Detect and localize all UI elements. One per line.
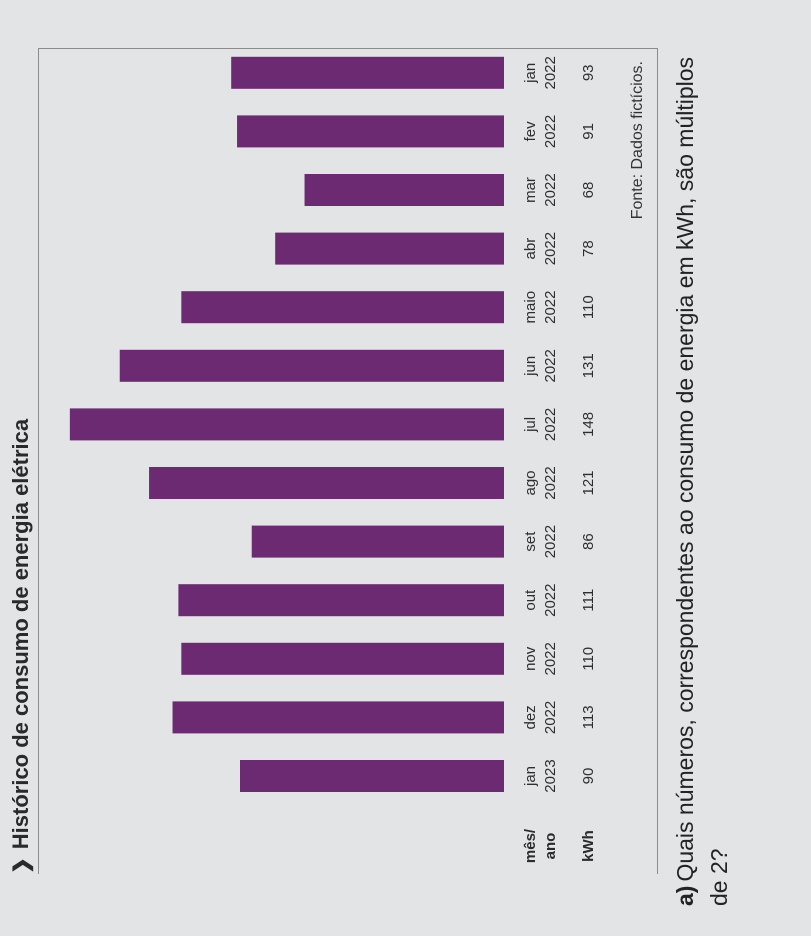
tick-label-year: 2022 [542,56,559,89]
bar [181,291,504,324]
chart-title-row: ❯ Histórico de consumo de energia elétric… [8,419,34,874]
row-label-kwh: kWh [580,830,597,862]
data-label: 78 [580,240,597,257]
bar [240,760,504,792]
bar [275,232,504,265]
bar [69,408,504,441]
bar [119,349,504,382]
source-note: Fonte: Dados fictícios. [629,61,646,220]
data-label: 110 [580,647,597,671]
tick-label-year: 2022 [542,173,559,206]
tick-label-year: 2022 [542,525,559,558]
data-label: 110 [580,295,597,319]
tick-label-month: jul [522,417,539,433]
bar [304,174,504,206]
bar [178,584,504,617]
tick-label-month: mar [522,177,539,203]
tick-label-month: fev [522,121,539,142]
data-label: 90 [580,768,597,785]
tick-label-year: 2022 [542,291,559,324]
data-label: 113 [580,705,597,729]
question-a: a)Quais números, correspondentes ao cons… [668,26,736,906]
tick-label-year: 2022 [542,232,559,265]
question-label: a) [672,885,698,906]
tick-label-year: 2022 [542,349,559,382]
chevron-right-icon: ❯ [11,857,33,874]
bar [172,701,505,734]
tick-label-year: 2022 [542,701,559,734]
tick-label-month: set [522,531,539,552]
tick-label-month: ago [522,470,539,495]
tick-label-month: out [522,589,539,611]
tick-label-year: 2022 [542,642,559,675]
tick-label-month: dez [522,705,539,729]
bar [149,467,504,499]
tick-label-year: 2022 [542,115,559,148]
tick-label-year: 2023 [542,759,559,792]
data-label: 68 [580,182,597,199]
data-label: 121 [580,470,597,495]
tick-label-year: 2022 [542,466,559,499]
chart-panel: mês/ano kWh jan 2023 90 dez 2022 113 nov 2022 110 o… [38,48,658,874]
bar [237,115,504,148]
data-label: 86 [580,533,597,550]
tick-label-year: 2022 [542,584,559,617]
data-label: 93 [580,64,597,81]
chart-title: Histórico de consumo de energia elétrica [8,418,33,850]
tick-label-month: abr [522,238,539,260]
tick-label-month: nov [522,646,539,671]
data-label: 148 [580,412,597,437]
bar [251,525,504,558]
tick-label-month: jan [522,63,539,84]
tick-label-month: jun [522,356,539,377]
data-label: 91 [580,123,597,140]
tick-label-month: maio [522,291,539,324]
bar [231,56,504,89]
bar [181,642,504,675]
tick-label-year: 2022 [542,408,559,441]
data-label: 111 [580,589,597,612]
row-label-year: ano [542,833,559,860]
row-label-month: mês/ [522,828,539,863]
question-text: Quais números, correspondentes ao consum… [672,56,732,906]
data-label: 131 [580,353,597,378]
tick-label-month: jan [522,766,539,787]
